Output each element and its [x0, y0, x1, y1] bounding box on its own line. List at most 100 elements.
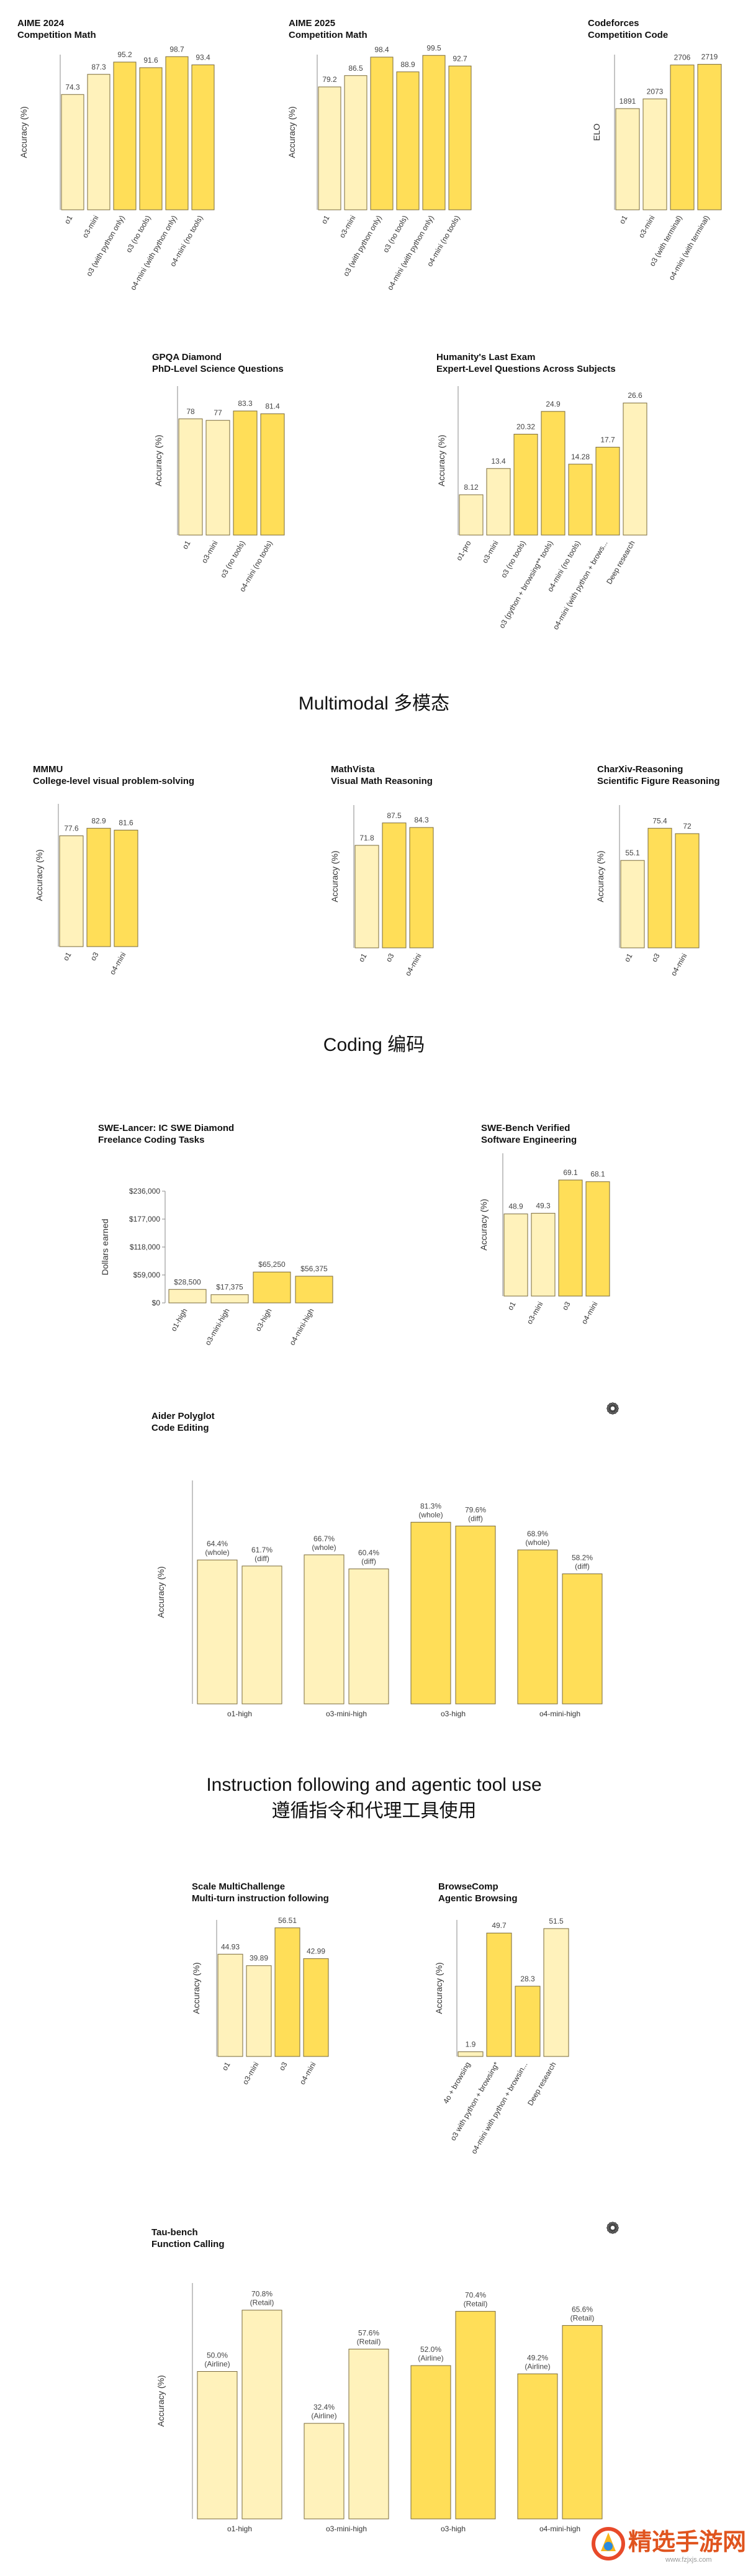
bar [246, 1965, 272, 2057]
bar [675, 833, 700, 948]
data-label-note: (Retail) [357, 2337, 381, 2346]
category-label: o4-mini [669, 952, 689, 978]
data-label: 98.7 [169, 45, 184, 53]
bar [623, 402, 647, 536]
openai-logo-icon [606, 2222, 619, 2234]
chart-title-taubench: Tau-bench Function Calling [151, 2227, 225, 2249]
y-tick-label: $0 [152, 1299, 161, 1307]
data-label: $56,375 [300, 1264, 328, 1273]
category-label: o3-mini [525, 1300, 545, 1326]
bar [197, 2371, 238, 2520]
swebench-chart: Accuracy (%) 48.9 o1 49.3 o3-mini 69.1 o3 68.1 o… [479, 1153, 610, 1326]
category-label: o4-mini (with python only) [385, 214, 435, 292]
data-label: 28.3 [520, 1975, 535, 1983]
y-tick-label: $177,000 [129, 1215, 160, 1223]
category-label: o1-high [227, 2524, 252, 2533]
bar [459, 494, 484, 536]
data-label: 26.6 [628, 391, 642, 400]
section-heading-multimodal: Multimodal 多模态 [298, 693, 450, 714]
bar [670, 65, 695, 210]
category-label: o4-mini-high [539, 1709, 580, 1718]
bar [562, 1573, 603, 1705]
data-label: 17.7 [600, 435, 615, 444]
bar [191, 65, 215, 210]
chart-title-aime2025: AIME 2025 Competition Math [289, 18, 367, 40]
data-label: 8.12 [464, 483, 479, 492]
bar [61, 94, 84, 210]
bar [165, 56, 189, 210]
data-label: 55.1 [625, 849, 640, 857]
swelancer-chart: Dollars earned $0 $59,000 $118,000 $177,000 $… [100, 1187, 333, 1347]
bar [486, 468, 511, 536]
category-label: o4-mini [580, 1300, 600, 1326]
data-label: 95.2 [117, 50, 132, 59]
data-label-note: (diff) [575, 1562, 590, 1570]
data-label: 49.2% [527, 2353, 548, 2362]
bar [541, 411, 566, 536]
bar [139, 67, 163, 210]
watermark-logo-icon [592, 2527, 625, 2560]
bar [615, 108, 640, 210]
category-label: o1 [618, 214, 629, 225]
data-label-note: (Retail) [570, 2313, 595, 2322]
chart-title-mathvista: MathVista Visual Math Reasoning [331, 764, 433, 786]
bar [168, 1289, 207, 1304]
data-label: 39.89 [250, 1954, 268, 1963]
bar [217, 1953, 243, 2057]
openai-logo-icon [606, 1402, 619, 1415]
data-label-note: (Retail) [464, 2300, 488, 2308]
data-label: 86.5 [348, 64, 363, 73]
mathvista-chart: Accuracy (%) 71.8 o1 87.5 o3 84.3 o4-mini [330, 805, 434, 978]
y-axis-label: Accuracy (%) [479, 1199, 489, 1250]
data-label: 78 [186, 407, 195, 416]
category-label: o3-mini [200, 539, 220, 565]
category-label: o3-mini [480, 539, 500, 565]
bar [410, 1521, 451, 1705]
category-label: o3-mini [637, 214, 657, 240]
data-label-note: (whole) [525, 1538, 549, 1547]
category-label: Deep research [605, 539, 636, 586]
bar [233, 410, 258, 536]
y-axis-label: Accuracy (%) [191, 1962, 201, 2014]
category-label: 4o + browsing [441, 2061, 472, 2105]
data-label: $17,375 [216, 1283, 243, 1292]
bar [318, 86, 341, 210]
watermark-url: www.fzjxjs.com [665, 2556, 712, 2564]
watermark-text: 精选手游网 [628, 2529, 747, 2556]
data-label: 52.0% [420, 2345, 441, 2354]
category-label: o3 [650, 952, 662, 963]
bar [517, 1549, 558, 1705]
data-label-note: (whole) [205, 1548, 229, 1557]
bar [409, 827, 434, 948]
data-label: 56.51 [278, 1916, 297, 1925]
bar [410, 2365, 451, 2520]
data-label: 48.9 [508, 1202, 523, 1211]
y-axis-label: Dollars earned [100, 1218, 110, 1275]
category-label: o3-mini-high [326, 2524, 367, 2533]
data-label: 87.3 [91, 63, 106, 71]
bar [455, 1525, 496, 1705]
data-label: 79.2 [322, 75, 337, 84]
category-label: o3-mini [241, 2061, 261, 2086]
chart-title-swebench: SWE-Bench Verified Software Engineering [481, 1123, 577, 1145]
bar [517, 2373, 558, 2520]
taubench-chart: Accuracy (%)50.0%(Airline)70.8%(Retail)o… [156, 2283, 603, 2533]
bar [260, 413, 285, 536]
bar [348, 1569, 389, 1705]
data-label: 68.9% [527, 1529, 548, 1538]
y-tick-label: $118,000 [130, 1243, 160, 1251]
data-label: 93.4 [196, 53, 210, 62]
category-label: o1 [357, 952, 369, 963]
data-label: 71.8 [359, 834, 374, 842]
category-label: o3 (no tools) [381, 214, 409, 254]
data-label: 64.4% [207, 1539, 228, 1548]
category-label: o4-mini [298, 2061, 318, 2086]
category-label: o3-high [253, 1307, 273, 1333]
chart-title-browsecomp: BrowseComp Agentic Browsing [438, 1881, 518, 1904]
data-label: 98.4 [374, 45, 389, 54]
y-axis-label: Accuracy (%) [19, 106, 29, 158]
logo-petal [607, 1404, 618, 1413]
category-label: o3-high [441, 2524, 466, 2533]
y-axis-label: Accuracy (%) [156, 2375, 166, 2426]
